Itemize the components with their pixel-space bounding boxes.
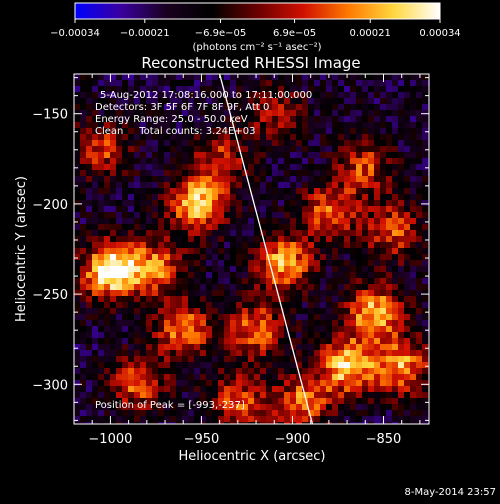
x-tick-label: −850: [366, 432, 402, 447]
y-tick-label: −250: [32, 288, 68, 303]
annotation-block: 5-Aug-2012 17:08:16.000 to 17:11:00.000 …: [95, 90, 312, 137]
colorbar-ticks: −0.00034 −0.00021 −6.9e−05 6.9e−05 0.00021 0.…: [50, 19, 461, 39]
annotation-clean-counts: Clean Total counts: 3.24E+03: [95, 126, 255, 137]
chart-title: Reconstructed RHESSI Image: [141, 54, 360, 72]
colorbar-tick-label: −6.9e−05: [195, 28, 247, 39]
colorbar-tick-label: 6.9e−05: [273, 28, 316, 39]
y-tick-label: −300: [32, 378, 68, 393]
colorbar-tick-label: −0.00021: [120, 28, 170, 39]
colorbar-tick-label: 0.00034: [419, 28, 460, 39]
colorbar-gradient: [74, 2, 441, 20]
x-axis-label: Heliocentric X (arcsec): [179, 449, 326, 464]
colorbar-tick-label: 0.00021: [350, 28, 391, 39]
heatmap-image: [74, 74, 429, 424]
x-tick-label: −1000: [88, 432, 132, 447]
colorbar: −0.00034 −0.00021 −6.9e−05 6.9e−05 0.00021 0.…: [50, 2, 461, 53]
footer-date: 8-May-2014 23:57: [404, 487, 496, 498]
y-tick-label: −200: [32, 198, 68, 213]
annotation-detectors: Detectors: 3F 5F 6F 7F 8F 9F, Att 0: [95, 102, 269, 113]
x-tick-label: −950: [184, 432, 220, 447]
x-tick-label: −900: [275, 432, 311, 447]
x-axis: −1000 −950 −900 −850: [88, 74, 421, 447]
limb-line: [219, 74, 314, 424]
plot-frame: [73, 73, 430, 425]
peak-label: Position of Peak = [-993,-237]: [95, 400, 245, 411]
annotation-time: 5-Aug-2012 17:08:16.000 to 17:11:00.000: [100, 90, 312, 101]
colorbar-unit-label: (photons cm⁻² s⁻¹ asec⁻²): [192, 42, 321, 53]
annotation-energy: Energy Range: 25.0 - 50.0 keV: [95, 114, 248, 125]
y-axis-label: Heliocentric Y (arcsec): [14, 176, 29, 322]
colorbar-tick-label: −0.00034: [50, 28, 100, 39]
y-axis: −150 −200 −250 −300: [32, 77, 429, 421]
y-tick-label: −150: [32, 108, 68, 123]
